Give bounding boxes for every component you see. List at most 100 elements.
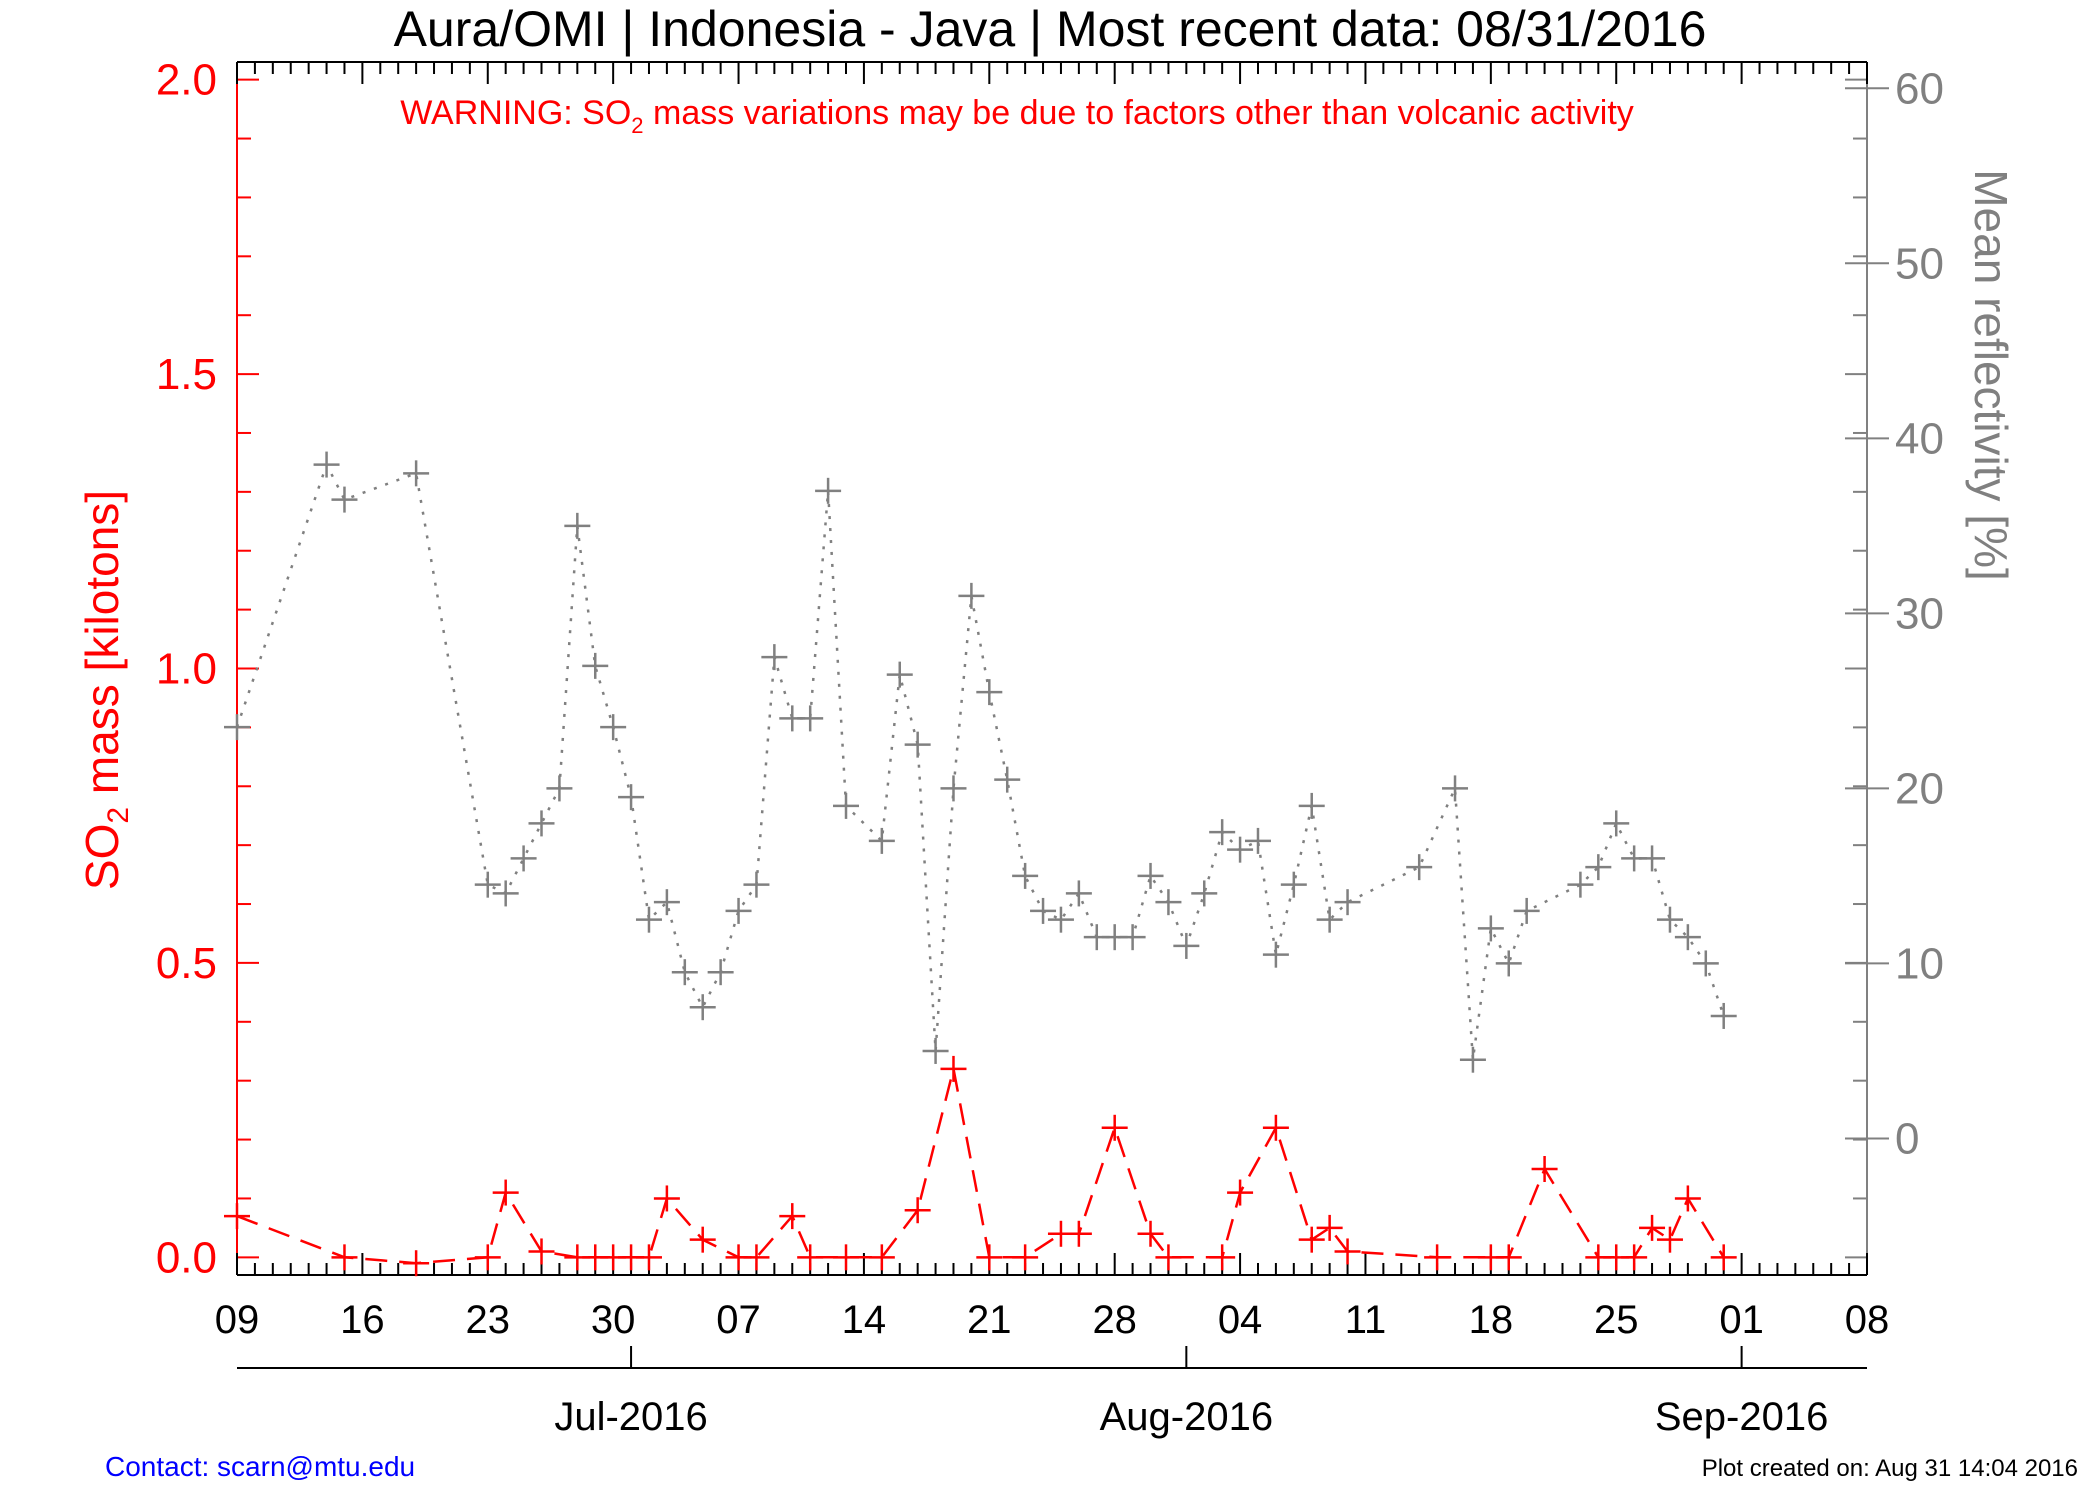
y-left-tick-label: 2.0 xyxy=(156,56,217,105)
so2-mass-point xyxy=(904,1197,931,1224)
so2-mass-point xyxy=(492,1179,519,1206)
reflectivity-point xyxy=(689,994,716,1021)
y-right-tick-label: 30 xyxy=(1895,589,1944,638)
x-tick-label: 04 xyxy=(1218,1298,1263,1342)
reflectivity-point xyxy=(582,652,609,679)
warning-subscript: 2 xyxy=(631,113,643,138)
reflectivity-point xyxy=(1012,862,1039,889)
reflectivity-point xyxy=(331,486,358,513)
x-tick-label: 30 xyxy=(591,1298,636,1342)
so2-mass-point xyxy=(331,1244,358,1271)
so2-mass-point xyxy=(1101,1114,1128,1141)
so2-mass-point xyxy=(779,1203,806,1230)
reflectivity-point xyxy=(1047,906,1074,933)
reflectivity-point xyxy=(761,644,788,671)
reflectivity-point xyxy=(474,871,501,898)
reflectivity-point xyxy=(940,775,967,802)
x-tick-label: 18 xyxy=(1469,1298,1514,1342)
so2-mass-point xyxy=(1710,1244,1737,1271)
y-right-tick-label: 50 xyxy=(1895,239,1944,288)
reflectivity-point xyxy=(1442,775,1469,802)
so2-mass-point xyxy=(1262,1114,1289,1141)
reflectivity-point xyxy=(618,784,645,811)
so2-mass-point xyxy=(689,1226,716,1253)
reflectivity-point xyxy=(886,661,913,688)
so2-mass-point xyxy=(1209,1244,1236,1271)
ylabel-left-subscript: 2 xyxy=(102,807,135,824)
so2-mass-point xyxy=(1656,1226,1683,1253)
x-tick-label: 23 xyxy=(466,1298,511,1342)
reflectivity-series-line xyxy=(235,461,1725,1060)
y-right-tick-label: 60 xyxy=(1895,64,1944,113)
x-tick-label: 09 xyxy=(215,1298,260,1342)
so2-mass-point xyxy=(1155,1244,1182,1271)
warning-prefix: WARNING: SO xyxy=(400,94,631,132)
so2-mass-point xyxy=(1424,1244,1451,1271)
so2-mass-point xyxy=(797,1244,824,1271)
reflectivity-point xyxy=(1155,889,1182,916)
reflectivity-point xyxy=(1567,871,1594,898)
so2-mass-point xyxy=(474,1244,501,1271)
reflectivity-point xyxy=(313,451,340,478)
so2-mass-point xyxy=(1298,1226,1325,1253)
reflectivity-point xyxy=(868,827,895,854)
reflectivity-point xyxy=(994,766,1021,793)
reflectivity-point xyxy=(1191,880,1218,907)
reflectivity-point xyxy=(1585,854,1612,881)
so2-mass-point xyxy=(1012,1244,1039,1271)
so2-mass-point xyxy=(528,1238,555,1265)
month-label: Jul-2016 xyxy=(554,1395,707,1439)
reflectivity-point xyxy=(1495,950,1522,977)
so2-mass-point xyxy=(743,1244,770,1271)
reflectivity-point xyxy=(546,775,573,802)
warning-text: WARNING: SO2 mass variations may be due … xyxy=(400,94,1634,138)
reflectivity-point xyxy=(1334,889,1361,916)
so2-mass-point xyxy=(1227,1179,1254,1206)
reflectivity-point xyxy=(1298,792,1325,819)
reflectivity-point xyxy=(671,959,698,986)
y-right-tick-label: 20 xyxy=(1895,764,1944,813)
reflectivity-point xyxy=(1639,845,1666,872)
reflectivity-point xyxy=(1656,906,1683,933)
so2-mass-point xyxy=(1137,1220,1164,1247)
reflectivity-point xyxy=(1674,924,1701,951)
reflectivity-point xyxy=(1692,950,1719,977)
so2-mass-point xyxy=(976,1244,1003,1271)
reflectivity-point xyxy=(1244,827,1271,854)
so2-mass-series-line xyxy=(236,1068,1725,1265)
month-label: Sep-2016 xyxy=(1655,1395,1828,1439)
reflectivity-point xyxy=(1710,1002,1737,1029)
reflectivity-point xyxy=(492,880,519,907)
reflectivity-point xyxy=(564,512,591,539)
reflectivity-point xyxy=(1137,862,1164,889)
x-tick-label: 16 xyxy=(340,1298,385,1342)
reflectivity-point xyxy=(1173,932,1200,959)
reflectivity-point xyxy=(1477,915,1504,942)
so2-mass-point xyxy=(653,1185,680,1212)
y-right-tick-label: 10 xyxy=(1895,939,1944,988)
plot-created-text: Plot created on: Aug 31 14:04 2016 xyxy=(1702,1455,2078,1482)
reflectivity-point xyxy=(904,731,931,758)
reflectivity-point xyxy=(725,897,752,924)
y-left-tick-label: 1.5 xyxy=(156,350,217,399)
so2-mass-point xyxy=(1065,1220,1092,1247)
x-tick-label: 01 xyxy=(1719,1298,1764,1342)
reflectivity-point xyxy=(1030,897,1057,924)
reflectivity-point xyxy=(1065,880,1092,907)
so2-mass-point xyxy=(1621,1244,1648,1271)
y-right-tick-label: 0 xyxy=(1895,1114,1919,1163)
reflectivity-point xyxy=(1316,906,1343,933)
reflectivity-point xyxy=(743,871,770,898)
so2-mass-point xyxy=(868,1244,895,1271)
x-tick-label: 08 xyxy=(1845,1298,1890,1342)
ylabel-left-prefix: SO xyxy=(76,824,128,890)
y-left-tick-label: 1.0 xyxy=(156,645,217,694)
x-tick-label: 14 xyxy=(842,1298,887,1342)
reflectivity-point xyxy=(1280,871,1307,898)
reflectivity-point xyxy=(600,714,627,741)
so2-mass-point xyxy=(1334,1238,1361,1265)
reflectivity-point xyxy=(528,810,555,837)
reflectivity-point xyxy=(976,679,1003,706)
so2-mass-point xyxy=(1495,1244,1522,1271)
